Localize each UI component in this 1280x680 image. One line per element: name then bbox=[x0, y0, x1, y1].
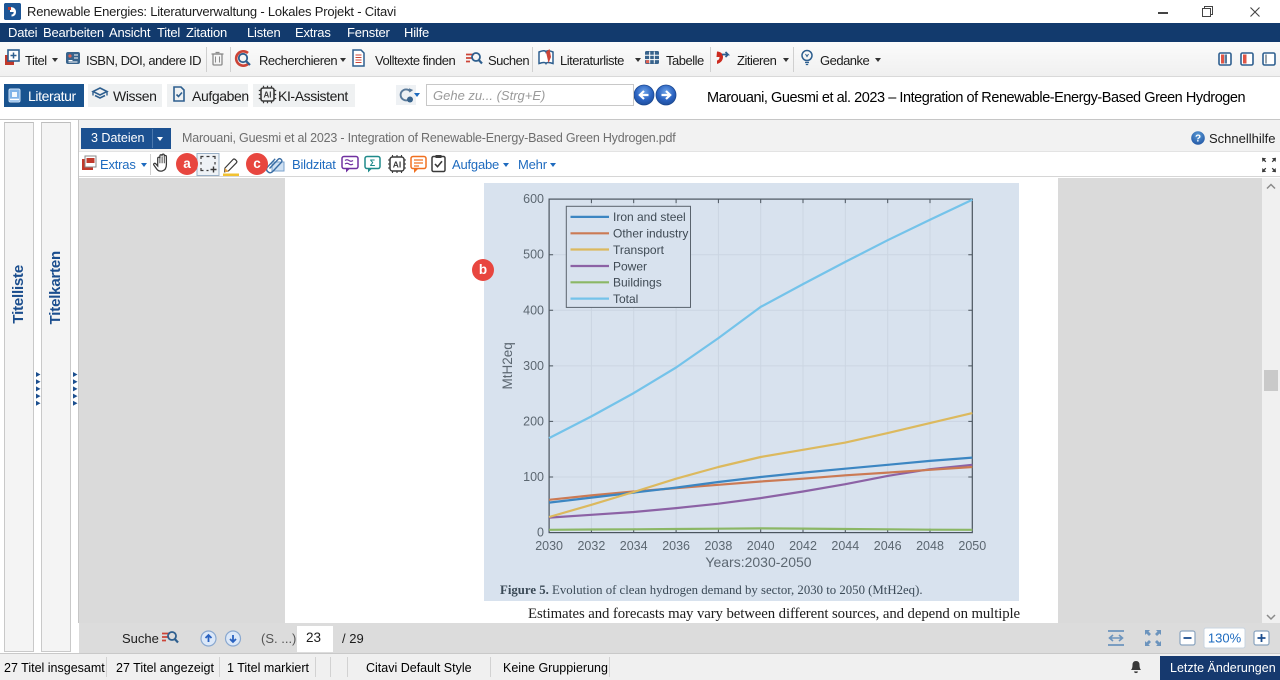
svg-text:2032: 2032 bbox=[577, 539, 605, 553]
svg-text:500: 500 bbox=[523, 248, 544, 262]
svg-text:Total: Total bbox=[613, 292, 638, 306]
svg-text:600: 600 bbox=[523, 192, 544, 206]
svg-text:AI: AI bbox=[264, 91, 272, 100]
svg-text:200: 200 bbox=[523, 414, 544, 428]
svg-text:2050: 2050 bbox=[958, 539, 986, 553]
svg-text:0: 0 bbox=[537, 526, 544, 540]
svg-text:130%: 130% bbox=[1208, 631, 1242, 646]
svg-text:Years:2030-2050: Years:2030-2050 bbox=[705, 554, 811, 570]
svg-text:AI: AI bbox=[393, 160, 402, 170]
svg-text:2046: 2046 bbox=[874, 539, 902, 553]
svg-text:Other industry: Other industry bbox=[613, 227, 688, 241]
svg-text:2042: 2042 bbox=[789, 539, 817, 553]
svg-text:Iron and steel: Iron and steel bbox=[613, 210, 686, 224]
svg-text:2036: 2036 bbox=[662, 539, 690, 553]
svg-text:400: 400 bbox=[523, 303, 544, 317]
svg-text:?: ? bbox=[1195, 134, 1201, 145]
svg-text:100: 100 bbox=[523, 470, 544, 484]
svg-text:2034: 2034 bbox=[620, 539, 648, 553]
svg-text:300: 300 bbox=[523, 359, 544, 373]
svg-text:2040: 2040 bbox=[747, 539, 775, 553]
svg-text:Transport: Transport bbox=[613, 243, 665, 257]
svg-text:MtH2eq: MtH2eq bbox=[500, 342, 515, 389]
svg-text:2038: 2038 bbox=[704, 539, 732, 553]
svg-text:Buildings: Buildings bbox=[613, 276, 662, 290]
svg-text:2048: 2048 bbox=[916, 539, 944, 553]
svg-text:Σ: Σ bbox=[370, 158, 376, 168]
svg-text:2030: 2030 bbox=[535, 539, 563, 553]
svg-text:Power: Power bbox=[613, 259, 647, 273]
svg-text:2044: 2044 bbox=[831, 539, 859, 553]
